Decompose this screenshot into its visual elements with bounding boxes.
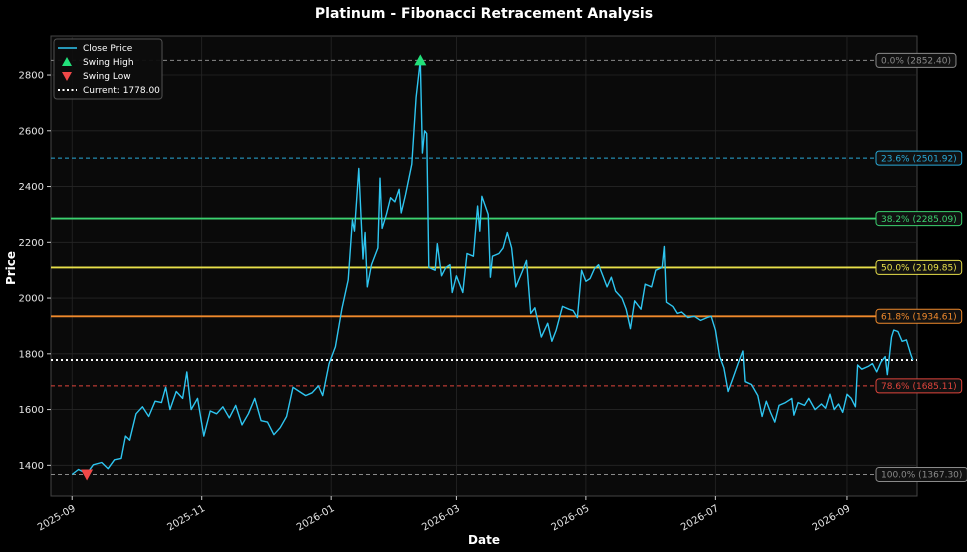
y-tick-label: 2400 (19, 182, 44, 193)
fib-level-label: 23.6% (2501.92) (881, 154, 957, 164)
fib-level-box (875, 52, 957, 68)
legend-swing-high-swatch (62, 57, 72, 66)
x-tick-label: 2026-03 (420, 503, 462, 533)
fibonacci-levels: 0.0% (2852.40) 23.6% (2501.92) 38.2% (2285… (51, 52, 967, 482)
close-price-line (71, 59, 914, 476)
fib-level-badge: 100.0% (1367.30) (875, 466, 967, 482)
x-tick-label: 2026-07 (679, 503, 721, 533)
y-tick-label: 2000 (19, 294, 44, 305)
chart-title: Platinum - Fibonacci Retracement Analysi… (315, 6, 653, 22)
fib-level-badge: 23.6% (2501.92) (875, 150, 963, 166)
fib-level-label: 50.0% (2109.85) (881, 264, 957, 274)
x-tick-label: 2026-05 (550, 503, 592, 533)
fib-level-box (875, 308, 963, 324)
fib-level-badge: 0.0% (2852.40) (875, 52, 957, 68)
fib-level-label: 61.8% (1934.61) (881, 312, 957, 322)
fib-level-label: 100.0% (1367.30) (881, 471, 962, 481)
y-tick-label: 2200 (19, 238, 44, 249)
fib-level-box (875, 150, 963, 166)
fib-level-badge: 61.8% (1934.61) (875, 308, 963, 324)
swing-markers (81, 54, 427, 481)
x-tick-label: 2025-09 (36, 503, 78, 533)
swing-high-marker (414, 54, 427, 66)
fib-level-badge: 38.2% (2285.09) (875, 211, 963, 227)
y-axis-title: Price (4, 251, 18, 285)
legend-box (53, 38, 163, 100)
legend-label: Swing Low (83, 72, 131, 82)
fib-level-box (875, 259, 963, 275)
x-tick-label: 2025-11 (166, 503, 208, 533)
legend-label: Current: 1778.00 (83, 86, 160, 96)
fib-level-label: 38.2% (2285.09) (881, 215, 957, 225)
legend: Close Price Swing High Swing Low Current: 1… (53, 38, 163, 100)
swing-low-marker (81, 469, 94, 481)
legend-label: Swing High (83, 58, 134, 68)
y-tick-label: 1800 (19, 349, 44, 360)
plot-area (50, 35, 918, 497)
fib-level-box (875, 211, 963, 227)
y-tick-label: 2800 (19, 71, 44, 82)
fib-level-box (875, 378, 963, 394)
y-tick-label: 1600 (19, 405, 44, 416)
x-tick-label: 2026-09 (811, 503, 853, 533)
fib-level-badge: 78.6% (1685.11) (875, 378, 963, 394)
fib-level-label: 78.6% (1685.11) (881, 382, 957, 392)
fib-level-badge: 50.0% (2109.85) (875, 259, 963, 275)
y-tick-label: 2600 (19, 126, 44, 137)
legend-swing-low-swatch (62, 72, 72, 81)
grid-lines (51, 36, 917, 496)
legend-label: Close Price (83, 44, 133, 54)
y-tick-label: 1400 (19, 461, 44, 472)
x-axis-title: Date (468, 533, 500, 547)
fib-level-label: 0.0% (2852.40) (881, 57, 951, 67)
fib-level-box (875, 466, 967, 482)
x-tick-label: 2026-01 (295, 503, 337, 533)
price-line-layer (71, 59, 914, 476)
